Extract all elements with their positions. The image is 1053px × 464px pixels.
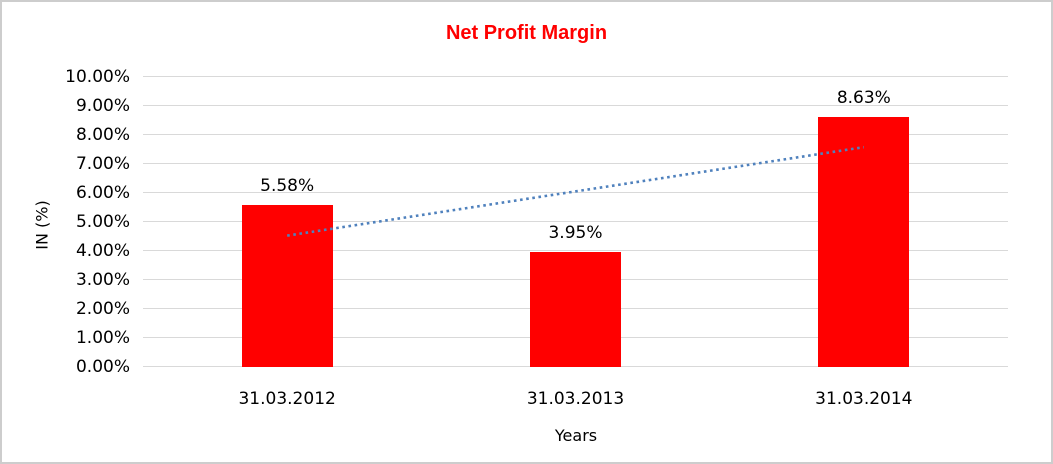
x-axis-category-label: 31.03.2013: [526, 389, 625, 409]
gridline: [143, 105, 1008, 106]
x-axis-category-label: 31.03.2012: [238, 389, 336, 409]
chart-title: Net Profit Margin: [445, 22, 608, 44]
y-axis-tick-label: 3.00%: [75, 270, 130, 290]
gridline: [143, 76, 1008, 77]
y-axis-tick-label: 9.00%: [75, 96, 130, 116]
y-axis-tick-label: 0.00%: [75, 357, 130, 377]
y-axis-tick-label: 10.00%: [65, 67, 130, 87]
x-axis-title: Years: [554, 426, 598, 445]
bar-31.03.2013: [530, 252, 621, 367]
y-axis-tick-label: 4.00%: [75, 241, 130, 261]
bar-value-label: 3.95%: [548, 223, 603, 244]
y-axis-tick-label: 6.00%: [75, 183, 130, 203]
bar-value-label: 5.58%: [260, 176, 315, 197]
bar-31.03.2012: [241, 205, 333, 367]
x-axis-category-label: 31.03.2014: [815, 389, 913, 409]
gridline: [143, 250, 1008, 251]
y-axis-tick-label: 7.00%: [75, 154, 130, 174]
plot-area: 5.58% 3.95% 8.63%: [143, 76, 1008, 367]
y-axis-tick-label: 1.00%: [75, 328, 130, 348]
y-axis-tick-label: 8.00%: [75, 125, 130, 145]
bar-value-label: 8.63%: [836, 87, 891, 108]
bar-31.03.2014: [818, 116, 910, 367]
gridline: [143, 134, 1008, 135]
y-axis-tick-label: 5.00%: [75, 212, 130, 232]
y-axis-tick-label: 2.00%: [75, 299, 130, 319]
